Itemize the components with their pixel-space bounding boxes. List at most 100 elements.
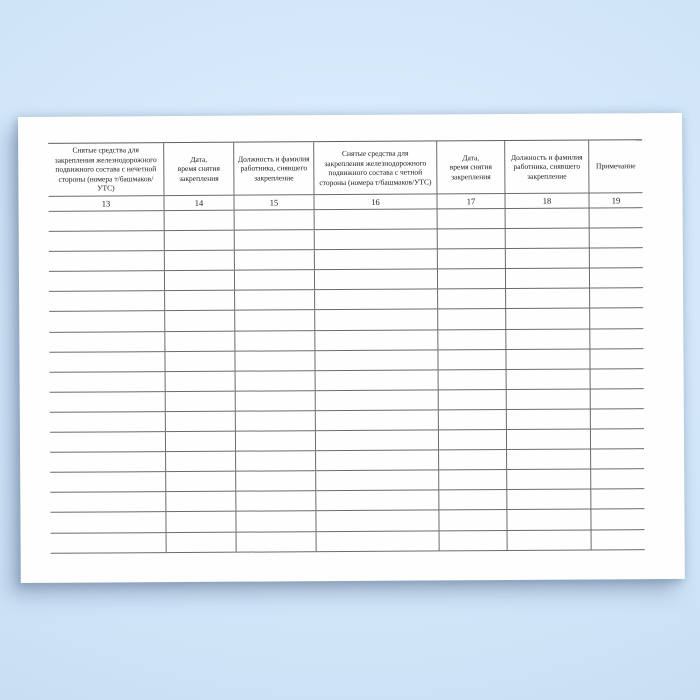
table-empty-cell xyxy=(507,489,592,510)
table-empty-cell xyxy=(236,531,317,552)
table-empty-cell xyxy=(164,210,235,231)
table-empty-cell xyxy=(49,331,166,352)
table-empty-cell xyxy=(235,350,316,371)
table-empty-cell xyxy=(49,371,166,392)
column-header-14: Дата, время снятия закрепления xyxy=(164,142,235,196)
table-empty-cell xyxy=(165,291,236,311)
table-empty-cell xyxy=(506,369,591,389)
table-empty-cell xyxy=(48,231,165,252)
table-empty-cell xyxy=(164,230,235,251)
table-empty-cell xyxy=(164,270,236,291)
table-empty-cell xyxy=(506,308,591,329)
column-number-18: 18 xyxy=(505,193,590,209)
table-empty-cell xyxy=(50,452,167,473)
table-empty-row xyxy=(50,529,645,554)
table-empty-cell xyxy=(235,310,316,331)
table-empty-cell xyxy=(592,530,645,549)
table-empty-cell xyxy=(49,351,166,372)
table-empty-cell xyxy=(48,271,166,292)
table-empty-cell xyxy=(315,309,439,330)
table-empty-cell xyxy=(507,449,592,470)
column-number-17: 17 xyxy=(437,194,506,209)
table-empty-cell xyxy=(505,208,590,229)
table-empty-cell xyxy=(591,369,644,388)
table-empty-cell xyxy=(316,490,440,511)
table-empty-cell xyxy=(506,429,592,450)
table-empty-cell xyxy=(590,268,643,287)
table-empty-cell xyxy=(439,450,508,470)
table-empty-cell xyxy=(48,211,165,231)
table-empty-cell xyxy=(591,409,644,428)
table-empty-cell xyxy=(506,288,591,309)
table-empty-cell xyxy=(234,210,315,230)
table-empty-cell xyxy=(438,329,507,350)
table-empty-cell xyxy=(591,429,644,448)
table-empty-cell xyxy=(49,391,166,412)
table-empty-cell xyxy=(166,471,237,492)
table-empty-cell xyxy=(314,209,438,230)
table-empty-cell xyxy=(439,510,508,530)
document-page: Снятые средства для закрепления железнод… xyxy=(18,112,685,583)
table-empty-cell xyxy=(165,351,236,371)
table-empty-cell xyxy=(439,530,508,551)
table-empty-cell xyxy=(438,369,507,390)
table-empty-cell xyxy=(590,248,643,267)
table-empty-cell xyxy=(507,469,592,490)
table-empty-cell xyxy=(590,349,643,368)
table-empty-cell xyxy=(165,331,236,351)
table-empty-cell xyxy=(438,289,507,309)
table-empty-cell xyxy=(506,409,591,430)
table-empty-cell xyxy=(165,411,236,432)
column-header-17: Дата, время снятия закрепления xyxy=(437,141,506,194)
table-empty-cell xyxy=(166,512,237,532)
table-empty-cell xyxy=(316,530,440,551)
table-empty-cell xyxy=(506,329,591,349)
column-number-19: 19 xyxy=(611,194,621,205)
table-empty-cell xyxy=(591,469,644,488)
table-empty-cell xyxy=(49,432,167,452)
table-empty-cell xyxy=(590,228,643,247)
table-empty-cell xyxy=(236,451,317,471)
table-empty-cell xyxy=(48,251,165,272)
table-empty-cell xyxy=(315,430,440,451)
table-empty-cell xyxy=(315,350,439,370)
table-empty-cell xyxy=(165,431,237,452)
table-empty-cell xyxy=(315,289,439,310)
table-empty-cell xyxy=(506,349,591,369)
table-empty-cell xyxy=(236,511,317,532)
table-empty-cell xyxy=(164,250,235,271)
table-empty-cell xyxy=(505,228,590,249)
table-empty-cell xyxy=(235,411,316,431)
table-empty-cell xyxy=(166,491,237,512)
table-empty-cell xyxy=(437,209,506,229)
table-empty-cell xyxy=(49,412,166,432)
table-empty-cell xyxy=(438,309,507,329)
column-header-19: Примечание xyxy=(596,161,636,171)
table-body xyxy=(48,208,645,554)
table-empty-cell xyxy=(437,249,506,269)
table-empty-cell xyxy=(49,311,166,332)
table-empty-cell xyxy=(439,490,508,510)
table-empty-cell xyxy=(314,269,439,290)
table-empty-cell xyxy=(315,370,439,391)
table-empty-cell xyxy=(590,309,643,328)
column-header-13: Снятые средства для закрепления железнод… xyxy=(48,143,165,196)
table-empty-cell xyxy=(165,371,236,391)
table-empty-cell xyxy=(236,491,317,512)
table-empty-cell xyxy=(235,431,317,451)
table-header-row: Снятые средства для закрепления железнод… xyxy=(48,139,643,197)
table-empty-cell xyxy=(315,410,439,431)
column-header-15: Должность и фамилия работника, снявшего … xyxy=(234,142,315,195)
table-empty-cell xyxy=(439,470,508,490)
table-empty-cell xyxy=(437,229,506,249)
table-empty-cell xyxy=(50,492,167,513)
table-empty-cell xyxy=(507,509,592,530)
table-empty-cell xyxy=(438,349,507,370)
table-empty-cell xyxy=(316,470,440,491)
table-empty-cell xyxy=(315,390,439,411)
table-empty-cell xyxy=(235,290,316,311)
table-empty-cell xyxy=(49,291,166,312)
table-empty-cell xyxy=(505,248,590,269)
column-header-18: Должность и фамилия работника, снявшего … xyxy=(505,140,590,194)
